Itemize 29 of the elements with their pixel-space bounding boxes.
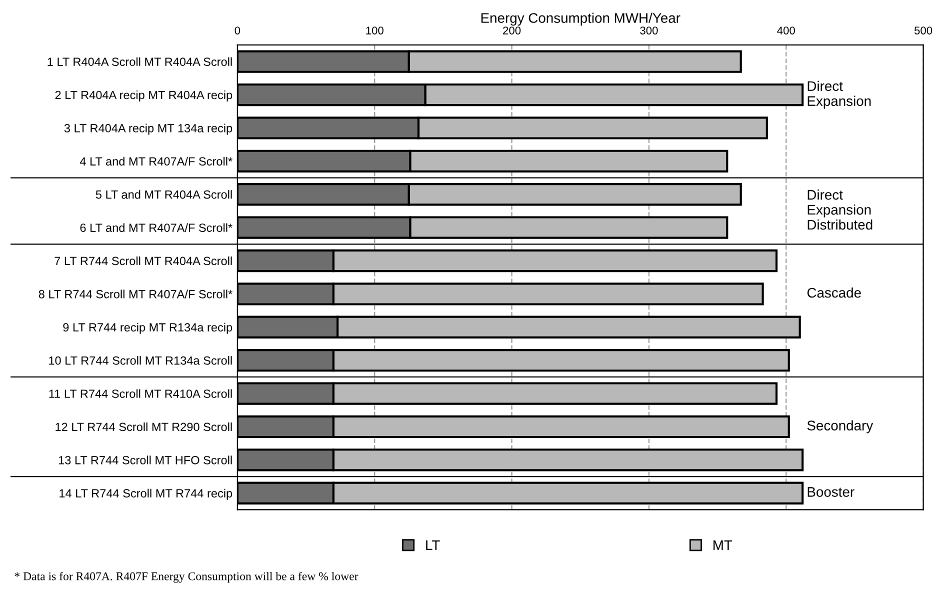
y-tick-label: 4 LT and MT R407A/F Scroll*: [80, 156, 232, 166]
x-tick-label: 300: [640, 26, 658, 34]
y-tick-label: 7 LT R744 Scroll MT R404A Scroll: [54, 256, 232, 266]
y-tick-label: 9 LT R744 recip MT R134a recip: [63, 322, 232, 334]
annotation: Direct Expansion: [808, 80, 871, 109]
chart-title: Energy Consumption MWH/Year: [481, 12, 680, 26]
annotation: Booster: [808, 487, 854, 497]
x-tick-label: 0: [234, 26, 240, 34]
y-tick-label: 13 LT R744 Scroll MT HFO Scroll: [58, 456, 232, 464]
y-tick-label: 1 LT R404A Scroll MT R404A Scroll: [48, 57, 232, 66]
y-tick-label: 6 LT and MT R407A/F Scroll*: [80, 223, 232, 232]
y-tick-label: 3 LT R404A recip MT 134a recip: [64, 124, 232, 135]
y-tick-label: 14 LT R744 Scroll MT R744 recip: [60, 488, 232, 500]
annotation: Secondary: [807, 420, 874, 434]
y-tick-label: 11 LT R744 Scroll MT R410A Scroll: [49, 389, 232, 398]
y-tick-label: 8 LT R744 Scroll MT R407A/F Scroll*: [38, 290, 232, 298]
legend-label: MT: [714, 540, 732, 550]
y-tick-label: 10 LT R744 Scroll MT R134a Scroll: [49, 356, 232, 365]
x-tick-label: 400: [777, 26, 795, 34]
x-tick-label: 100: [366, 26, 384, 34]
x-tick-label: 200: [503, 26, 521, 34]
annotation: Cascade: [807, 287, 861, 298]
text: * Data is for R407A. R407F Energy Consumption will be a few % lower: [14, 572, 358, 583]
y-tick-label: 5 LT and MT R404A Scroll: [96, 190, 232, 199]
y-tick-label: 12 LT R744 Scroll MT R290 Scroll: [56, 422, 232, 432]
y-tick-label: 2 LT R404A recip MT R404A recip: [55, 90, 232, 102]
legend-label: LT: [426, 540, 440, 550]
annotation: Direct Expansion Distributed: [808, 190, 872, 230]
x-tick-label: 500: [914, 26, 932, 34]
